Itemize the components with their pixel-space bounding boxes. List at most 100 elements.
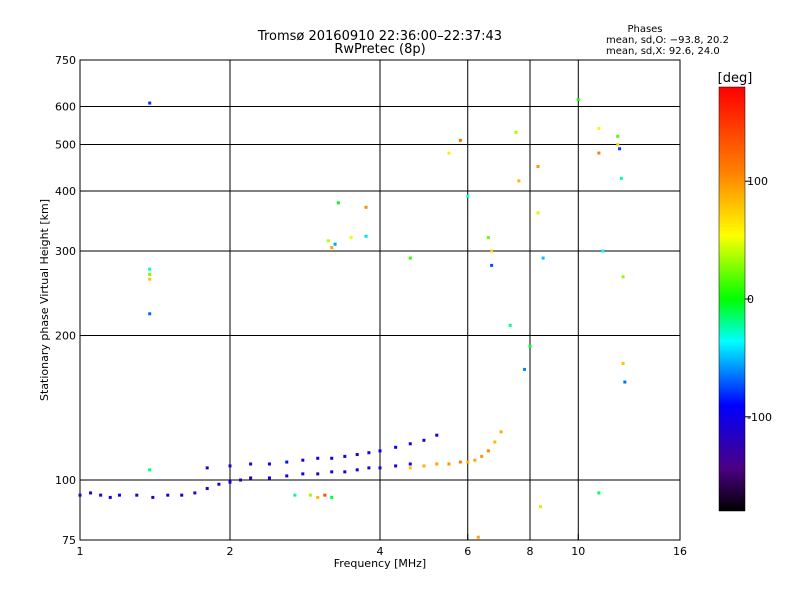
data-point <box>528 344 532 348</box>
data-point <box>458 460 462 464</box>
data-point <box>148 312 152 316</box>
stats-line-x: mean, sd,X: 92.6, 24.0 <box>606 46 720 57</box>
data-point <box>597 491 601 495</box>
data-point <box>330 246 334 250</box>
data-point <box>597 126 601 130</box>
data-point <box>476 535 480 539</box>
data-point <box>621 361 625 365</box>
data-point <box>148 267 152 271</box>
data-point <box>616 143 620 147</box>
data-point <box>623 380 627 384</box>
data-point <box>408 466 412 470</box>
data-point <box>205 466 209 470</box>
data-point <box>597 151 601 155</box>
data-point <box>343 470 347 474</box>
data-point <box>493 440 497 444</box>
data-point <box>326 239 330 243</box>
colorbar-tick-label: -100 <box>747 411 772 424</box>
data-point <box>285 474 289 478</box>
data-point <box>367 466 371 470</box>
data-point <box>148 101 152 105</box>
data-point <box>330 495 334 499</box>
data-point <box>267 462 271 466</box>
data-point <box>618 147 622 151</box>
data-point <box>466 194 470 198</box>
data-point <box>148 277 152 281</box>
y-axis: 75 100 200 300 400 500 600 750 <box>55 54 86 547</box>
data-point <box>378 449 382 453</box>
data-point <box>619 176 623 180</box>
data-point <box>343 454 347 458</box>
data-point <box>135 493 139 497</box>
y-axis-label: Stationary phase Virtual Height [km] <box>38 199 51 401</box>
x-tick-label: 6 <box>464 545 471 558</box>
data-point <box>394 445 398 449</box>
data-point <box>78 493 82 497</box>
data-point <box>180 493 184 497</box>
data-point <box>249 462 253 466</box>
y-tick-label: 200 <box>55 330 76 343</box>
data-point <box>473 458 477 462</box>
colorbar-ticks: 100 0 -100 <box>745 175 772 424</box>
data-point <box>378 466 382 470</box>
x-tick-label: 4 <box>377 545 384 558</box>
data-point <box>394 464 398 468</box>
data-point <box>316 472 320 476</box>
data-point <box>285 460 289 464</box>
data-point <box>355 453 359 457</box>
data-point <box>422 464 426 468</box>
x-tick-label: 1 <box>77 545 84 558</box>
data-point <box>239 478 243 482</box>
data-point <box>508 323 512 327</box>
y-tick-label: 750 <box>55 54 76 67</box>
data-point <box>486 449 490 453</box>
y-tick-label: 500 <box>55 139 76 152</box>
data-point <box>447 462 451 466</box>
data-point <box>486 236 490 240</box>
y-tick-label: 100 <box>55 474 76 487</box>
data-point <box>621 275 625 279</box>
colorbar-tick-label: 0 <box>747 293 754 306</box>
data-point <box>422 438 426 442</box>
data-point <box>108 495 112 499</box>
data-point <box>435 433 439 437</box>
x-tick-label: 8 <box>527 545 534 558</box>
data-point <box>228 480 232 484</box>
data-point <box>151 495 155 499</box>
data-point <box>514 130 518 134</box>
data-point <box>408 256 412 260</box>
data-point <box>349 236 353 240</box>
y-tick-label: 75 <box>62 534 76 547</box>
data-point <box>316 495 320 499</box>
data-point <box>148 468 152 472</box>
data-point <box>148 273 152 277</box>
data-point <box>355 468 359 472</box>
data-point <box>323 493 327 497</box>
data-point <box>249 476 253 480</box>
chart-title: Tromsø 20160910 22:36:00–22:37:43 <box>257 29 502 44</box>
data-point <box>99 493 103 497</box>
x-tick-label: 16 <box>673 545 687 558</box>
x-axis-label: Frequency [MHz] <box>334 557 426 570</box>
data-point <box>480 454 484 458</box>
data-point <box>523 367 527 371</box>
colorbar <box>718 86 746 512</box>
data-point <box>447 151 451 155</box>
y-tick-label: 600 <box>55 101 76 114</box>
stats-line-o: mean, sd,O: −93.8, 20.2 <box>606 35 729 46</box>
data-point <box>364 234 368 238</box>
data-point <box>364 205 368 209</box>
data-point <box>490 263 494 267</box>
data-point <box>336 201 340 205</box>
data-point <box>408 442 412 446</box>
data-point <box>89 491 93 495</box>
data-point <box>576 98 580 102</box>
data-point <box>490 249 494 253</box>
data-point <box>539 505 543 509</box>
data-point <box>601 249 605 253</box>
data-point <box>408 462 412 466</box>
data-point <box>205 487 209 491</box>
data-point <box>267 476 271 480</box>
y-tick-label: 300 <box>55 245 76 258</box>
colorbar-label: [deg] <box>718 71 753 86</box>
